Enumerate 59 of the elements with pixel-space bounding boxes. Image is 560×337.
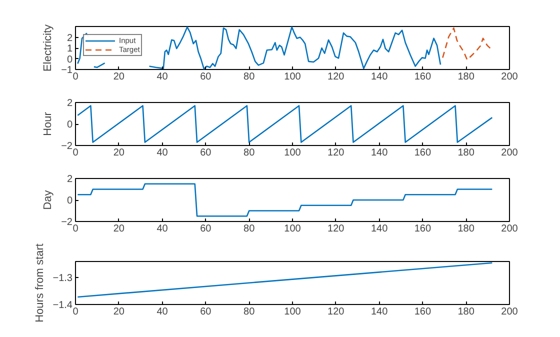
- x-tick-label: 40: [156, 306, 168, 318]
- x-tick-label: 200: [501, 72, 518, 82]
- x-tick-label: 40: [156, 148, 168, 158]
- x-tick-label: 140: [370, 72, 388, 82]
- y-tick-label: −2: [61, 217, 73, 228]
- x-tick-label: 120: [328, 72, 345, 82]
- x-tick-label: 60: [200, 72, 212, 82]
- y-tick-label: 2: [66, 174, 73, 185]
- x-tick-label: 160: [414, 148, 432, 158]
- x-tick-label: 40: [156, 72, 168, 82]
- x-tick-label: 20: [113, 148, 125, 158]
- x-tick-label: 100: [284, 224, 302, 234]
- y-tick-label: 0: [66, 120, 73, 130]
- y-tick-label: −1: [61, 65, 73, 76]
- y-axis-title: Electricity: [42, 24, 54, 72]
- y-tick-label: −1.4: [52, 300, 73, 311]
- y-tick-label: −1.3: [52, 273, 73, 284]
- x-tick-label: 80: [244, 306, 256, 318]
- x-tick-label: 180: [458, 306, 475, 318]
- x-tick-label: 80: [244, 148, 256, 158]
- x-tick-label: 200: [501, 224, 518, 234]
- y-tick-label: 1: [66, 44, 73, 54]
- y-axis-title: Hour: [42, 112, 54, 136]
- y-tick-label: 0: [66, 54, 73, 66]
- y-tick-label: −2: [61, 141, 73, 152]
- x-tick-label: 140: [370, 148, 388, 158]
- x-tick-label: 180: [458, 148, 475, 158]
- line-series: [77, 183, 493, 217]
- x-tick-label: 200: [501, 306, 518, 318]
- x-tick-label: 160: [414, 306, 432, 318]
- x-tick-label: 140: [370, 224, 388, 234]
- x-tick-label: 100: [284, 306, 302, 318]
- x-tick-label: 20: [113, 224, 125, 234]
- x-tick-label: 180: [458, 224, 475, 234]
- x-tick-label: 120: [328, 148, 345, 158]
- y-axis-title: Hours from start: [34, 244, 46, 322]
- x-tick-label: 120: [328, 306, 345, 318]
- y-tick-label: 2: [66, 98, 73, 109]
- x-tick-label: 20: [113, 306, 125, 318]
- x-tick-label: 60: [200, 306, 212, 318]
- x-tick-label: 80: [244, 224, 256, 234]
- y-axis-title: Day: [42, 190, 54, 210]
- x-tick-label: 100: [284, 148, 302, 158]
- x-tick-label: 120: [328, 224, 345, 234]
- x-tick-label: 20: [113, 72, 125, 82]
- x-tick-label: 40: [156, 224, 168, 234]
- y-tick-label: 2: [66, 32, 73, 44]
- y-tick-label: 0: [66, 196, 73, 206]
- line-series: [77, 105, 493, 143]
- x-tick-label: 80: [244, 72, 256, 82]
- x-tick-label: 160: [414, 72, 432, 82]
- x-tick-label: 60: [200, 224, 212, 234]
- x-tick-label: 100: [284, 72, 302, 82]
- x-tick-label: 160: [414, 224, 432, 234]
- x-tick-label: 200: [501, 148, 518, 158]
- x-tick-label: 60: [200, 148, 212, 158]
- line-series: [442, 27, 493, 60]
- x-tick-label: 180: [458, 72, 475, 82]
- x-tick-label: 140: [370, 306, 388, 318]
